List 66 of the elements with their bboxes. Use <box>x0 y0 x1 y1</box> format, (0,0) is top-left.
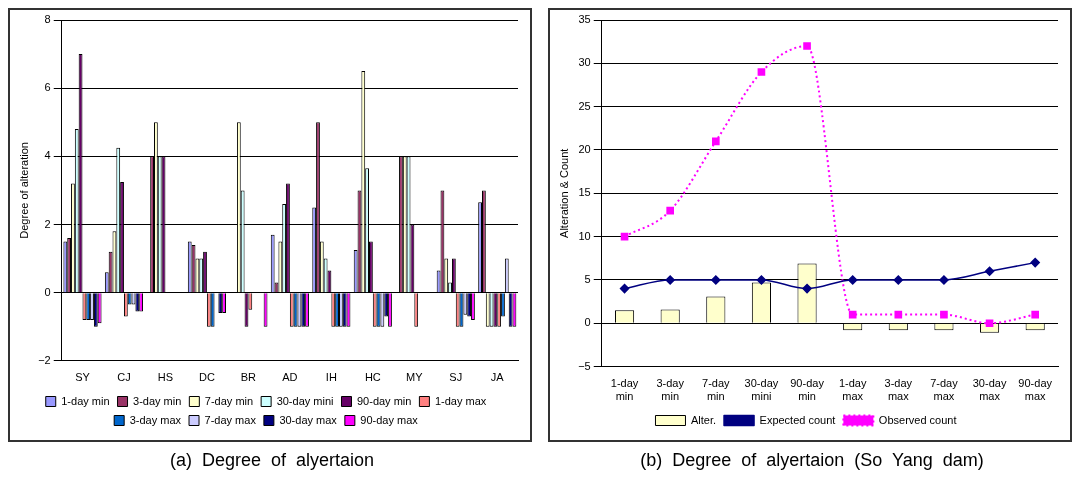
x-tick-label: 3-day max <box>884 377 913 403</box>
y-tick-label: 20 <box>578 143 591 156</box>
x-tick-label: 1-day min <box>610 377 639 403</box>
point <box>711 137 720 146</box>
y-tick-label: −2 <box>38 353 51 366</box>
y-tick-label: −5 <box>578 359 591 372</box>
y-tick-label: 4 <box>44 149 51 162</box>
text: (b) Degree of alyertaion (So Yang dam) <box>639 450 985 471</box>
y-tick-label: 0 <box>44 285 51 298</box>
legend-label: 3-day max <box>129 413 182 426</box>
x-tick-label: DC <box>198 371 215 384</box>
y-axis-title: Degree of alteration <box>17 142 30 239</box>
text: (a) Degree of alyertaion <box>168 450 376 471</box>
y-axis-title: Alteration & Count <box>557 148 570 238</box>
point <box>1030 257 1040 268</box>
point <box>940 310 948 319</box>
x-tick-label: 7-day min <box>702 377 731 403</box>
x-tick-label: 7-day max <box>930 377 959 403</box>
point <box>894 310 903 319</box>
y-tick-label: 8 <box>44 13 51 26</box>
legend-label: Alter. <box>690 413 717 426</box>
x-tick-label: JA <box>490 371 505 384</box>
y-tick-label: 30 <box>578 56 591 69</box>
x-tick-label: SY <box>75 371 91 384</box>
y-tick-label: 15 <box>578 186 591 199</box>
x-tick-label: 1-day max <box>838 377 867 403</box>
x-tick-label: MY <box>406 371 424 384</box>
x-tick-label: AD <box>282 371 298 384</box>
x-tick-label: IH <box>325 371 337 384</box>
point <box>848 310 857 319</box>
y-tick-label: 10 <box>578 229 591 242</box>
point <box>893 275 904 285</box>
legend-label: Expected count <box>759 413 836 426</box>
point <box>1031 310 1040 319</box>
point <box>757 68 766 76</box>
legend-label: 30-day max <box>279 413 338 426</box>
x-tick-label: SJ <box>449 371 463 384</box>
x-tick-label: 30-day mini <box>744 377 779 403</box>
point <box>802 283 812 294</box>
x-tick-label: BR <box>240 371 257 384</box>
y-tick-label: 2 <box>44 217 51 230</box>
x-tick-label: CJ <box>117 371 131 384</box>
y-tick-label: 6 <box>44 81 51 94</box>
point <box>619 283 630 294</box>
x-tick-label: HC <box>364 371 381 384</box>
x-tick-label: 90-day min <box>790 377 825 403</box>
y-tick-label: 0 <box>584 316 591 329</box>
point <box>803 42 811 50</box>
legend-label: 90-day max <box>360 413 419 426</box>
x-tick-label: 90-day max <box>1018 377 1053 403</box>
legend-label: Observed count <box>878 413 957 426</box>
point <box>756 275 767 285</box>
x-tick-label: HS <box>157 371 174 384</box>
point <box>711 275 721 285</box>
point <box>939 275 949 285</box>
point <box>985 319 994 328</box>
x-tick-label: 3-day min <box>656 377 685 403</box>
x-tick-label: 30-day max <box>972 377 1007 403</box>
y-tick-label: 35 <box>578 13 591 26</box>
point <box>665 275 675 285</box>
point <box>984 266 995 277</box>
y-tick-label: 5 <box>584 272 591 285</box>
legend-label: 7-day max <box>204 413 257 426</box>
point <box>666 206 675 215</box>
point <box>847 275 858 285</box>
y-tick-label: 25 <box>578 99 591 112</box>
